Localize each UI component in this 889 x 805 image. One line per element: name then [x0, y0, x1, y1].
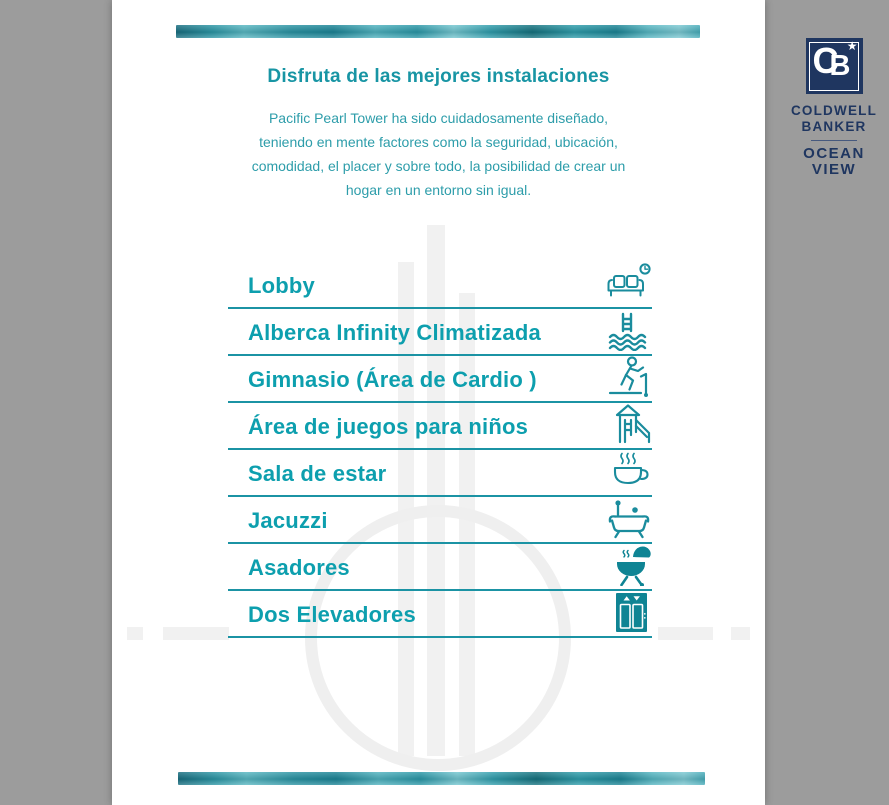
watermark-dash: [658, 627, 713, 640]
brand-name-line: BANKER: [801, 119, 867, 134]
amenity-label: Gimnasio (Área de Cardio ): [248, 367, 537, 392]
watermark-dash: [127, 627, 143, 640]
watermark-tower-logo: [112, 0, 765, 805]
star-icon: ★: [846, 39, 858, 53]
amenity-label: Dos Elevadores: [248, 602, 416, 627]
treadmill-icon: [606, 355, 652, 398]
bathtub-icon: [606, 497, 652, 539]
amenity-row: Sala de estar: [228, 450, 652, 497]
intro-line: hogar en un entorno sin igual.: [345, 182, 532, 198]
amenity-label: Alberca Infinity Climatizada: [248, 320, 541, 345]
office-name-line: VIEW: [811, 160, 857, 178]
playground-icon: [606, 402, 652, 445]
amenity-row: Gimnasio (Área de Cardio ): [228, 356, 652, 403]
elevator-icon: [608, 591, 652, 633]
intro-paragraph: Pacific Pearl Tower ha sido cuidadosamen…: [112, 106, 765, 202]
cb-monogram: C B ★: [805, 38, 863, 94]
amenity-row: Lobby: [228, 262, 652, 309]
amenity-row: Jacuzzi: [228, 497, 652, 544]
amenity-label: Asadores: [248, 555, 350, 580]
cb-monogram-b: B: [829, 50, 851, 82]
office-name-line: OCEAN: [803, 145, 865, 162]
watermark-dash: [731, 627, 750, 640]
amenity-row: Dos Elevadores: [228, 591, 652, 638]
flyer-page: Disfruta de las mejores instalaciones Pa…: [112, 0, 765, 805]
brand-divider: [811, 140, 857, 141]
amenity-row: Área de juegos para niños: [228, 403, 652, 450]
brand-name-line: COLDWELL: [790, 103, 878, 118]
cb-monogram-c: C: [812, 40, 839, 81]
lobby-seating-clock-icon: [606, 262, 652, 304]
coffee-cup-icon: [607, 450, 652, 492]
amenities-list: Lobby Alberca Infinity Climatizada: [228, 262, 652, 638]
cb-monogram-border: [809, 41, 859, 91]
amenity-label: Sala de estar: [248, 461, 387, 486]
amenity-label: Lobby: [248, 273, 315, 298]
amenity-row: Alberca Infinity Climatizada: [228, 309, 652, 356]
intro-line: teniendo en mente factores como la segur…: [259, 134, 618, 150]
intro-line: Pacific Pearl Tower ha sido cuidadosamen…: [268, 110, 609, 126]
pool-icon: [607, 310, 652, 351]
amenity-row: Asadores: [228, 544, 652, 591]
grill-icon: [608, 543, 652, 586]
intro-line: comodidad, el placer y sobre todo, la po…: [251, 158, 626, 174]
top-watercolor-strip: [176, 25, 700, 38]
amenity-label: Área de juegos para niños: [248, 414, 529, 439]
amenity-label: Jacuzzi: [248, 508, 328, 533]
bottom-watercolor-strip: [178, 772, 705, 785]
coldwell-banker-logo: C B ★ COLDWELL BANKER OCEAN VIEW: [782, 38, 886, 177]
page-title: Disfruta de las mejores instalaciones: [267, 66, 610, 87]
watermark-dash: [163, 627, 229, 640]
